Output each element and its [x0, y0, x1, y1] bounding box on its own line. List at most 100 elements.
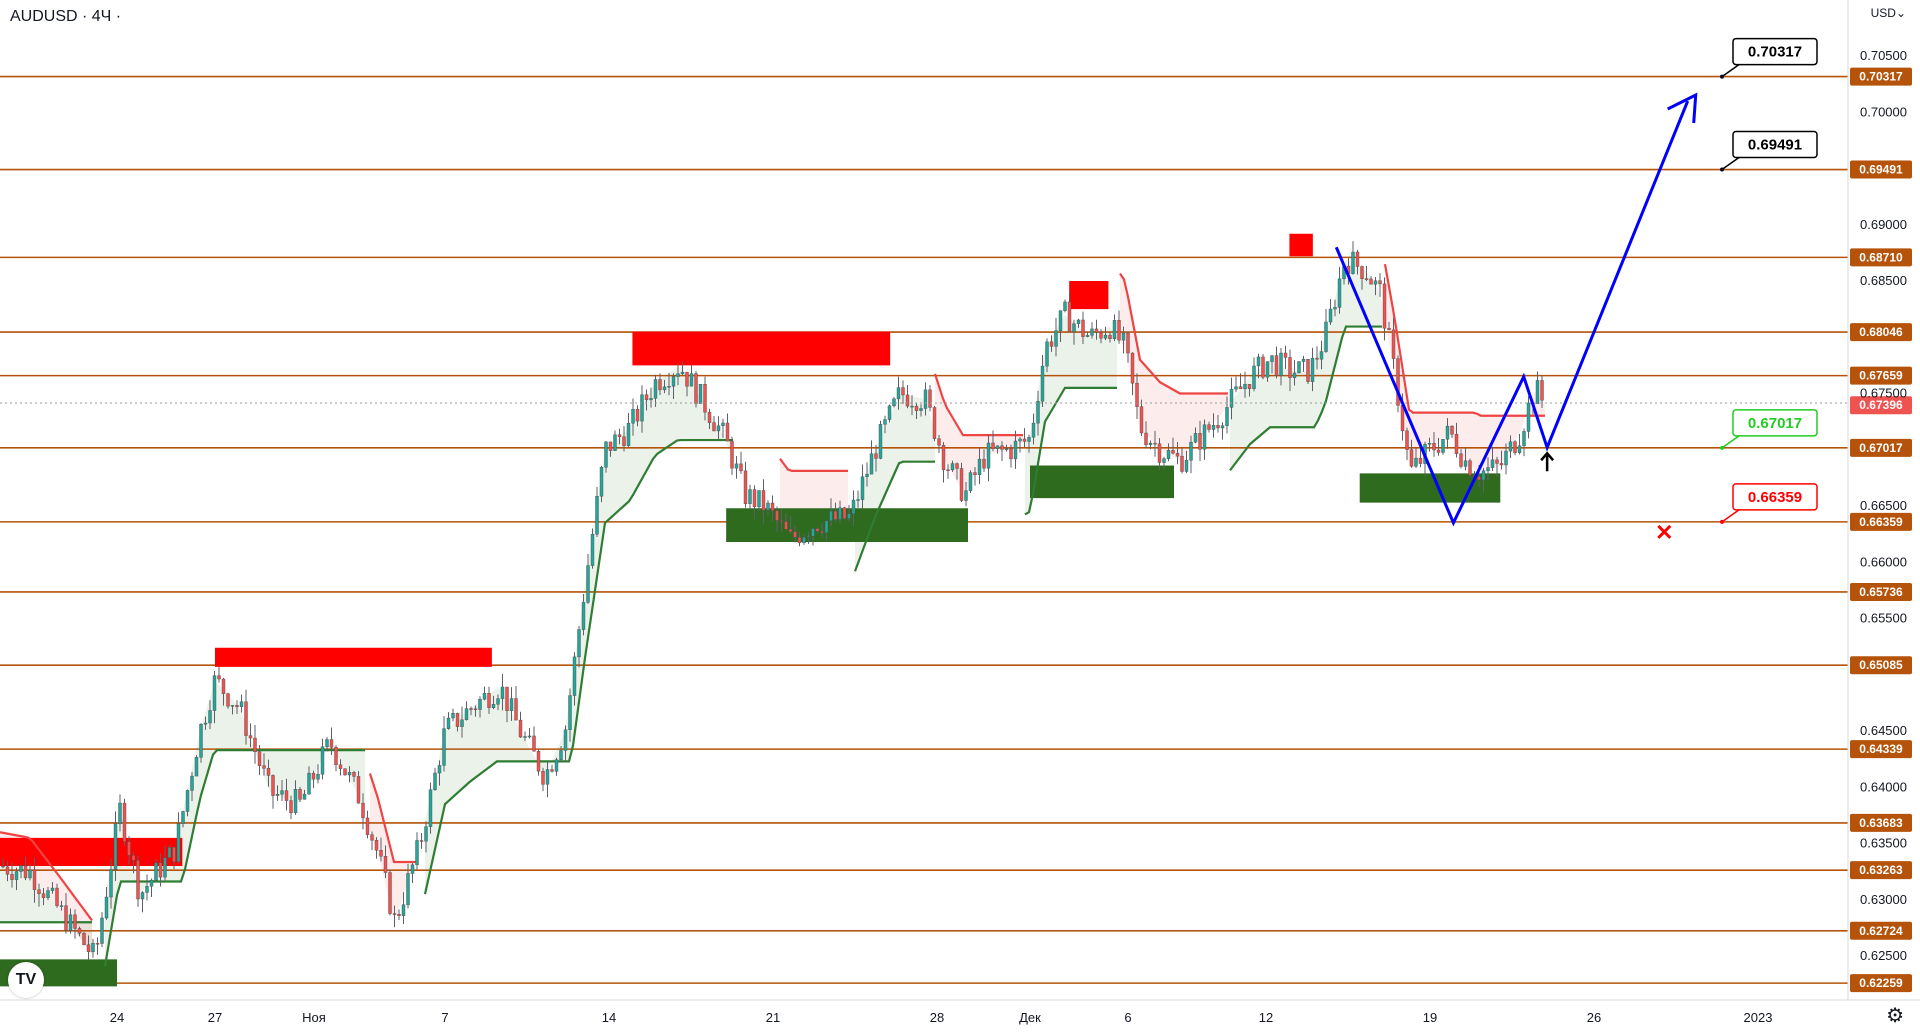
candle: [1328, 299, 1333, 325]
supply-zone[interactable]: [215, 647, 492, 667]
candle: [1162, 456, 1166, 469]
candle: [1139, 399, 1144, 437]
candle: [829, 498, 833, 527]
candle: [712, 415, 716, 432]
price-tick-label: 0.62500: [1860, 948, 1907, 963]
candle: [442, 716, 446, 772]
candle: [1234, 376, 1238, 393]
candle: [914, 403, 919, 420]
gear-icon[interactable]: ⚙: [1886, 1005, 1904, 1027]
horizontal-levels: 0.70317 0.69491 0.68710 0.68046 0.67659 0.670…: [0, 67, 1912, 993]
candle: [1112, 314, 1117, 342]
candle: [932, 405, 937, 442]
price-tick-label: 0.65500: [1860, 611, 1907, 626]
level-label: 0.62724: [1859, 924, 1903, 938]
currency-selector[interactable]: USD⌄: [1870, 6, 1906, 20]
candle: [734, 455, 739, 479]
candle: [212, 671, 217, 724]
candle: [64, 893, 68, 934]
candle: [95, 937, 100, 955]
candle: [424, 821, 428, 853]
candle: [955, 462, 959, 480]
demand-zone[interactable]: [726, 508, 968, 542]
candle: [59, 900, 64, 911]
candle: [1072, 319, 1076, 345]
level-label: 0.66359: [1859, 515, 1903, 529]
candle: [104, 887, 109, 920]
candle: [1135, 373, 1139, 420]
candle: [793, 525, 797, 543]
candle: [316, 764, 320, 784]
symbol-title[interactable]: AUDUSD · 4Ч ·: [10, 8, 122, 25]
candle: [347, 766, 352, 783]
candle: [946, 464, 950, 479]
candle: [874, 445, 878, 472]
candle: [379, 837, 383, 862]
candle: [635, 405, 640, 427]
candle: [1373, 276, 1378, 296]
candle: [1454, 422, 1459, 458]
price-callout[interactable]: 0.70317: [1720, 37, 1818, 79]
candle: [1513, 440, 1517, 456]
price-tick-label: 0.67500: [1860, 386, 1907, 401]
candle: [352, 770, 356, 782]
candle: [1351, 241, 1355, 275]
candle: [329, 727, 334, 755]
demand-zone[interactable]: [1359, 473, 1501, 503]
supertrend-band: [1385, 264, 1545, 472]
supertrend-down: [779, 458, 848, 472]
candle: [784, 513, 788, 530]
candle: [541, 767, 545, 792]
candle: [334, 745, 338, 772]
price-callout[interactable]: 0.66359: [1720, 483, 1818, 524]
demand-zone[interactable]: [1030, 465, 1174, 499]
forecast-path: [1334, 92, 1698, 527]
candle: [118, 794, 122, 832]
candle: [1306, 358, 1310, 384]
forecast-arrowhead: [1667, 92, 1698, 124]
candle: [1063, 299, 1067, 313]
supply-zone[interactable]: [0, 837, 183, 866]
time-axis[interactable]: 24 27 Ноя 7 14 21 28 Дек 6 12 19 26 2023: [110, 1010, 1773, 1025]
supply-zone[interactable]: [632, 331, 891, 366]
price-tick-label: 0.66500: [1860, 498, 1907, 513]
candle: [1216, 415, 1220, 433]
candle: [1103, 326, 1108, 341]
forecast-line[interactable]: [1334, 100, 1690, 527]
candle: [397, 909, 401, 921]
candle: [1130, 352, 1135, 396]
candle: [1157, 438, 1162, 470]
candle: [1481, 468, 1486, 493]
candle: [1418, 447, 1423, 468]
level-label-box: [1850, 921, 1912, 940]
candle: [505, 686, 509, 723]
candle: [775, 506, 779, 532]
candle: [14, 867, 19, 891]
candlesticks: [1, 241, 1544, 961]
price-callout[interactable]: 0.69491: [1720, 130, 1818, 172]
candle: [1333, 299, 1337, 317]
level-label: 0.65736: [1859, 585, 1903, 599]
time-tick-label: 7: [441, 1010, 448, 1025]
candle: [221, 677, 226, 706]
candle: [991, 430, 995, 452]
price-tick-label: 0.64000: [1860, 779, 1907, 794]
candle: [131, 851, 136, 874]
candle: [649, 387, 653, 408]
candle: [1441, 439, 1445, 455]
price-callout[interactable]: 0.67017: [1720, 409, 1818, 450]
candle: [1256, 353, 1261, 379]
time-tick-label: 24: [110, 1010, 124, 1025]
candle: [428, 782, 433, 834]
level-label: 0.67017: [1859, 441, 1903, 455]
supply-zone[interactable]: [1289, 233, 1313, 257]
candle: [842, 506, 847, 521]
candle: [1337, 266, 1342, 314]
candle: [1175, 441, 1180, 465]
candle: [19, 864, 23, 879]
price-axis[interactable]: 0.70500 0.70000 0.69000 0.68500 0.67500 0.665…: [1860, 48, 1907, 963]
supply-zone[interactable]: [1069, 281, 1109, 310]
candle: [271, 774, 275, 809]
level-label: 0.67659: [1859, 369, 1903, 383]
